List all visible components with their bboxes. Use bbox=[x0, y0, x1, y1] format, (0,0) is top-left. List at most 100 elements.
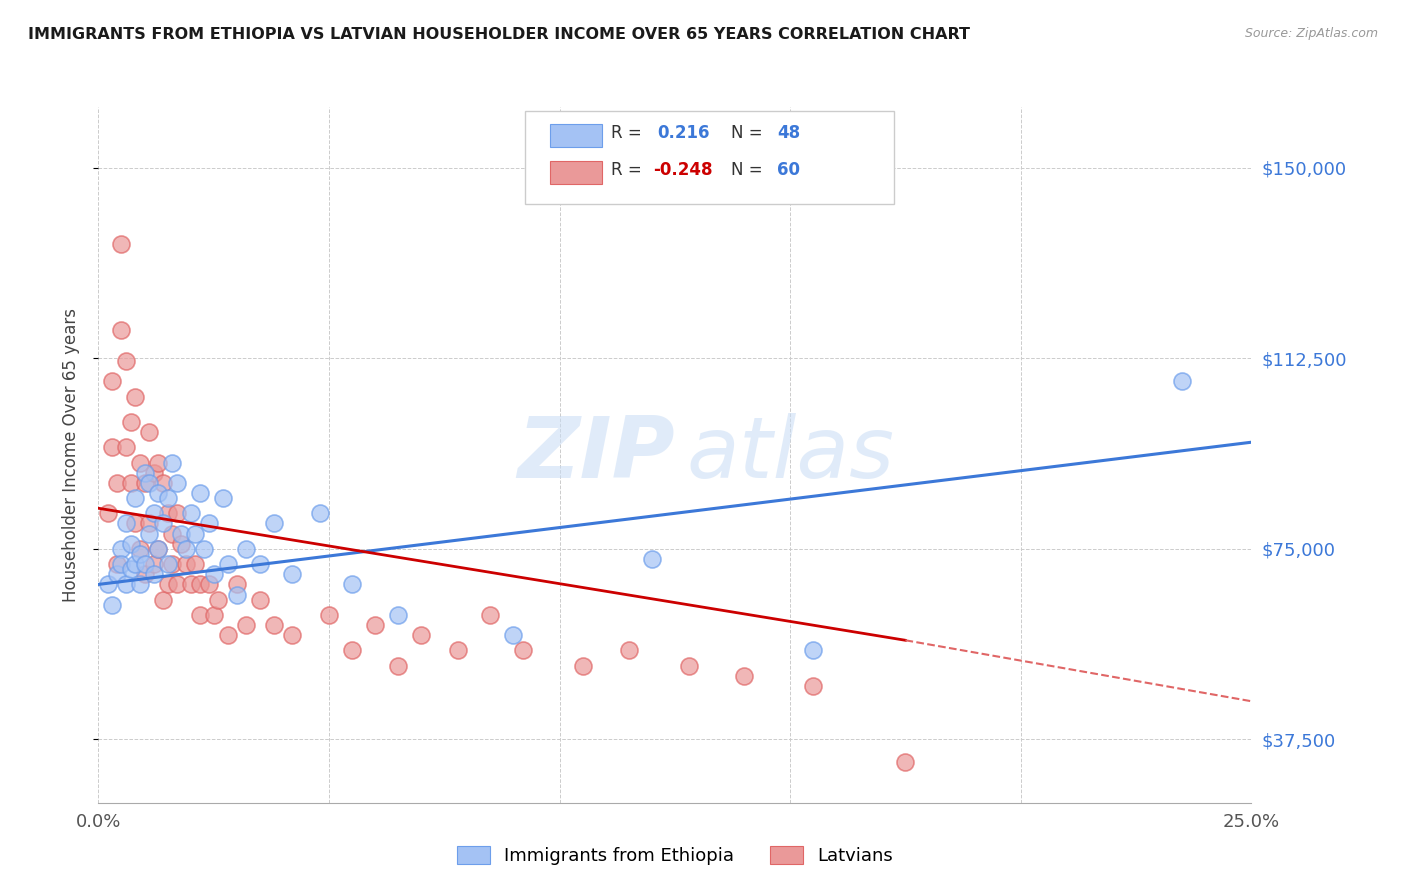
Point bbox=[156, 577, 179, 591]
Point bbox=[120, 475, 142, 490]
Point bbox=[160, 526, 183, 541]
Point bbox=[124, 516, 146, 531]
Point bbox=[120, 562, 142, 576]
Point bbox=[156, 491, 179, 505]
Text: N =: N = bbox=[731, 124, 768, 142]
Point bbox=[97, 506, 120, 520]
Legend: Immigrants from Ethiopia, Latvians: Immigrants from Ethiopia, Latvians bbox=[449, 837, 901, 874]
Point bbox=[235, 541, 257, 556]
Point bbox=[340, 643, 363, 657]
Point bbox=[198, 577, 221, 591]
Text: R =: R = bbox=[612, 124, 648, 142]
Point bbox=[217, 628, 239, 642]
Text: atlas: atlas bbox=[686, 413, 894, 497]
Text: ZIP: ZIP bbox=[517, 413, 675, 497]
Point bbox=[479, 607, 502, 622]
Point bbox=[134, 475, 156, 490]
Point bbox=[115, 440, 138, 454]
Point bbox=[1171, 374, 1194, 388]
Point bbox=[129, 456, 152, 470]
Point bbox=[188, 486, 211, 500]
Point bbox=[202, 567, 225, 582]
Text: 0.216: 0.216 bbox=[658, 124, 710, 142]
Point bbox=[308, 506, 330, 520]
Point bbox=[217, 557, 239, 571]
Point bbox=[249, 557, 271, 571]
Point bbox=[152, 592, 174, 607]
Text: 48: 48 bbox=[778, 124, 800, 142]
Text: IMMIGRANTS FROM ETHIOPIA VS LATVIAN HOUSEHOLDER INCOME OVER 65 YEARS CORRELATION: IMMIGRANTS FROM ETHIOPIA VS LATVIAN HOUS… bbox=[28, 27, 970, 42]
Point bbox=[207, 592, 229, 607]
Point bbox=[202, 607, 225, 622]
Point bbox=[180, 577, 202, 591]
Point bbox=[97, 577, 120, 591]
Text: Source: ZipAtlas.com: Source: ZipAtlas.com bbox=[1244, 27, 1378, 40]
Point bbox=[235, 618, 257, 632]
Point bbox=[160, 456, 183, 470]
Point bbox=[156, 506, 179, 520]
Point bbox=[148, 486, 170, 500]
Point bbox=[138, 425, 160, 439]
Point bbox=[170, 537, 193, 551]
Point bbox=[110, 237, 132, 252]
Point bbox=[387, 658, 409, 673]
Point bbox=[281, 628, 304, 642]
Point bbox=[105, 557, 128, 571]
Point bbox=[894, 755, 917, 769]
Point bbox=[138, 475, 160, 490]
Point bbox=[411, 628, 433, 642]
Point bbox=[134, 557, 156, 571]
Text: -0.248: -0.248 bbox=[652, 161, 713, 178]
Point bbox=[801, 643, 824, 657]
Point bbox=[184, 557, 207, 571]
Point bbox=[281, 567, 304, 582]
Point bbox=[105, 475, 128, 490]
Point bbox=[678, 658, 700, 673]
Point bbox=[170, 526, 193, 541]
Point bbox=[180, 506, 202, 520]
Point bbox=[188, 577, 211, 591]
Point bbox=[101, 440, 124, 454]
Point bbox=[512, 643, 534, 657]
Point bbox=[129, 541, 152, 556]
Point bbox=[115, 577, 138, 591]
Point bbox=[129, 547, 152, 561]
Point bbox=[105, 567, 128, 582]
Point bbox=[447, 643, 470, 657]
Point bbox=[188, 607, 211, 622]
Point bbox=[148, 456, 170, 470]
Point bbox=[156, 557, 179, 571]
Point bbox=[387, 607, 409, 622]
Point bbox=[152, 475, 174, 490]
Point bbox=[263, 516, 285, 531]
Point bbox=[120, 537, 142, 551]
Point bbox=[120, 415, 142, 429]
FancyBboxPatch shape bbox=[550, 124, 602, 146]
Point bbox=[617, 643, 640, 657]
Point bbox=[148, 541, 170, 556]
Point bbox=[138, 526, 160, 541]
Point bbox=[166, 577, 188, 591]
Point bbox=[129, 577, 152, 591]
Point bbox=[115, 516, 138, 531]
Point bbox=[110, 324, 132, 338]
Point bbox=[142, 506, 165, 520]
Text: R =: R = bbox=[612, 161, 648, 178]
FancyBboxPatch shape bbox=[524, 111, 894, 204]
Point bbox=[110, 541, 132, 556]
Point bbox=[801, 679, 824, 693]
Point bbox=[225, 588, 247, 602]
Point bbox=[193, 541, 215, 556]
Point bbox=[364, 618, 387, 632]
Point bbox=[124, 390, 146, 404]
Point bbox=[110, 557, 132, 571]
Point bbox=[142, 466, 165, 480]
Point bbox=[142, 567, 165, 582]
Point bbox=[166, 475, 188, 490]
Point bbox=[249, 592, 271, 607]
Point bbox=[502, 628, 524, 642]
Point bbox=[134, 567, 156, 582]
Point bbox=[115, 354, 138, 368]
Point bbox=[124, 491, 146, 505]
Point bbox=[225, 577, 247, 591]
